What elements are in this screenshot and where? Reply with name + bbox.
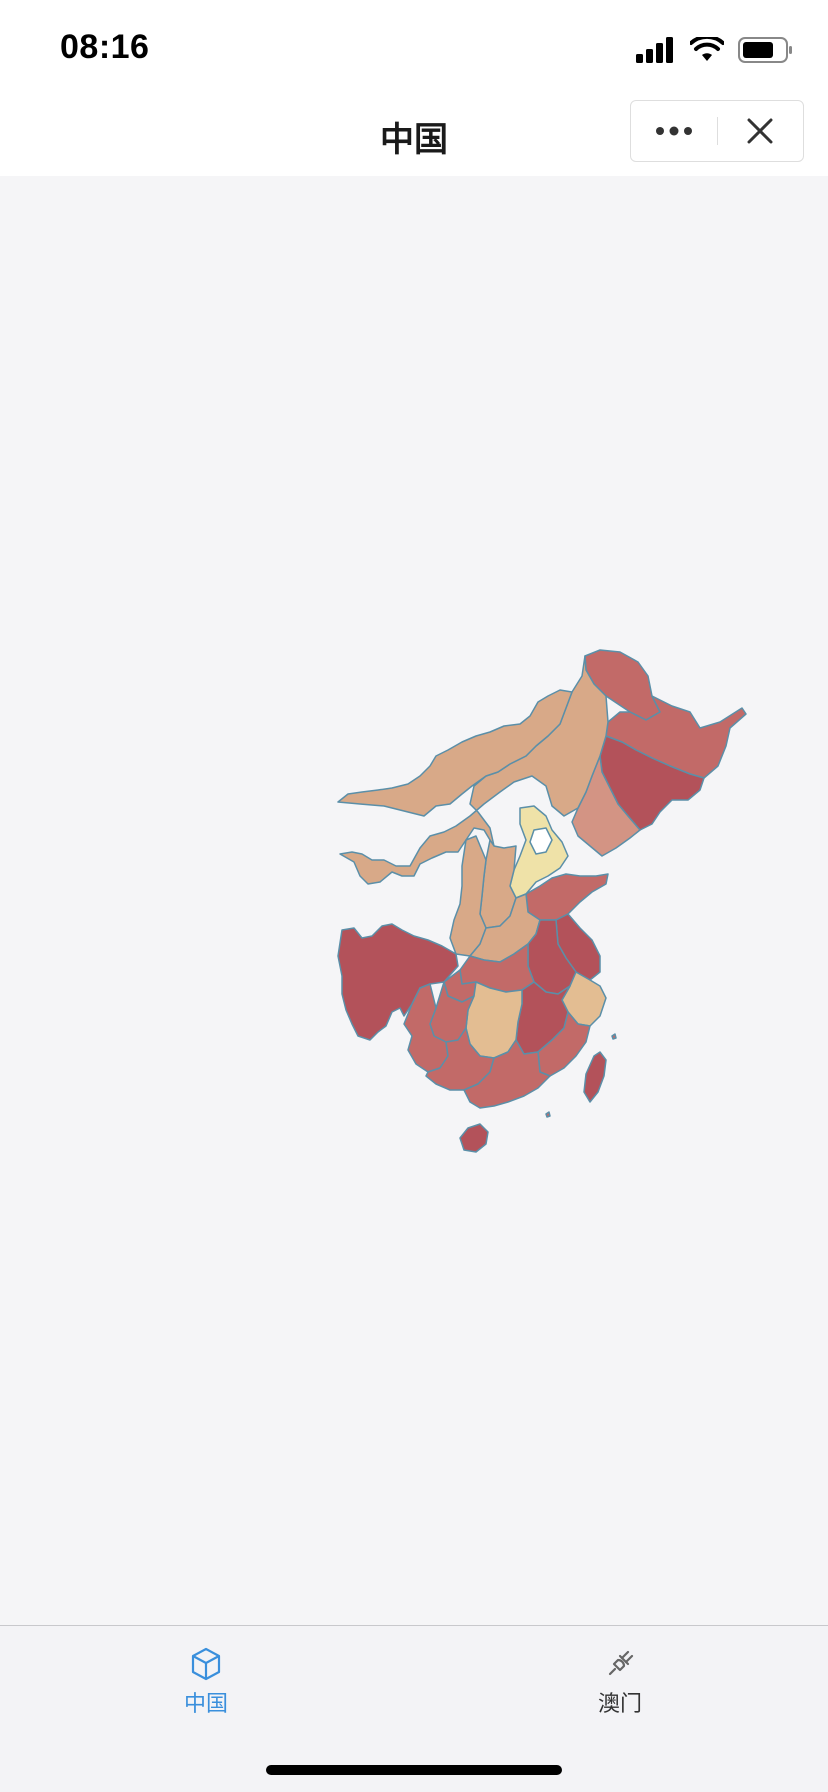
tab-bar: 中国 澳门 <box>0 1625 828 1792</box>
status-time: 08:16 <box>60 28 150 66</box>
navigation-bar: 中国 <box>0 98 828 176</box>
region-fujian <box>537 1011 591 1077</box>
home-indicator <box>266 1765 562 1775</box>
tab-macau-label: 澳门 <box>597 1691 642 1716</box>
close-icon <box>747 118 773 144</box>
china-choropleth-map[interactable] <box>0 176 828 1625</box>
battery-icon <box>738 37 792 63</box>
wifi-icon <box>690 37 724 61</box>
tab-china[interactable]: 中国 <box>136 1646 276 1726</box>
more-dots-icon <box>655 126 692 136</box>
region-hainan <box>459 1123 489 1153</box>
region-shaanxi <box>449 835 487 957</box>
region-guangdong <box>463 1039 551 1109</box>
region-taiwan <box>583 1051 607 1103</box>
more-button[interactable] <box>631 101 717 161</box>
cellular-signal-icon <box>636 37 673 63</box>
plug-icon <box>608 1650 634 1676</box>
close-button[interactable] <box>718 101 804 161</box>
tab-china-label: 中国 <box>183 1691 228 1716</box>
tab-macau[interactable]: 澳门 <box>550 1646 690 1726</box>
region-beijing <box>529 827 553 855</box>
status-bar: 08:16 <box>0 0 828 98</box>
region-island-1 <box>611 1033 617 1040</box>
map-container <box>0 176 828 1625</box>
status-icons <box>636 36 794 64</box>
cube-icon <box>191 1647 221 1681</box>
page-title: 中国 <box>380 121 448 159</box>
region-island-2 <box>545 1111 551 1118</box>
capsule-divider <box>716 117 718 145</box>
mini-program-capsule <box>630 100 804 162</box>
region-inner-mongolia-west <box>337 689 573 817</box>
